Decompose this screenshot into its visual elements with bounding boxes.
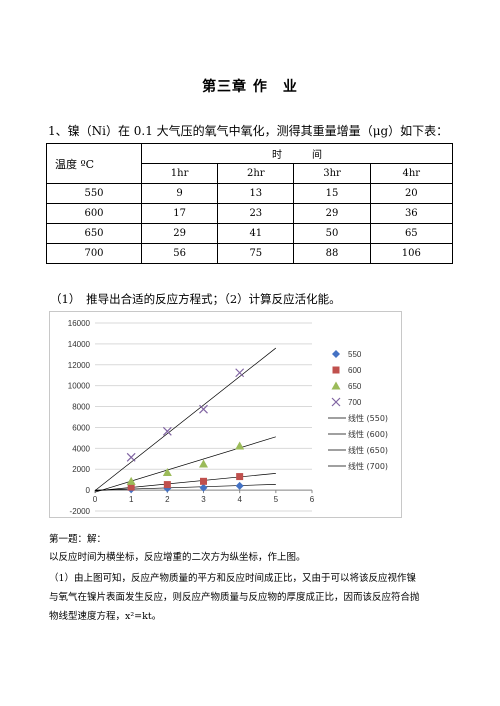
data-point (199, 404, 208, 414)
legend-marker (332, 350, 340, 358)
x-tick-label: 6 (310, 495, 315, 504)
data-point (199, 483, 208, 492)
value-cell: 75 (217, 243, 295, 264)
y-tick-label: 0 (86, 486, 91, 495)
x-tick-label: 0 (93, 495, 98, 504)
legend-label: 700 (348, 398, 362, 407)
x-tick-label: 2 (165, 495, 170, 504)
value-cell: 56 (140, 243, 219, 264)
data-point (235, 368, 245, 378)
temperature-header: 温度 ºC (46, 143, 142, 184)
data-point (199, 459, 208, 468)
value-cell: 88 (293, 243, 371, 264)
column-header: 4hr (369, 163, 454, 184)
temp-cell: 650 (46, 223, 142, 244)
trendline (94, 473, 276, 492)
value-cell: 50 (293, 223, 371, 244)
data-point (126, 476, 136, 485)
x-tick-label: 5 (274, 495, 279, 504)
legend-label: 650 (348, 382, 362, 391)
data-point (163, 481, 171, 489)
legend-marker (331, 381, 341, 390)
legend-label: 550 (348, 350, 362, 359)
data-point (236, 473, 244, 481)
x-tick-label: 4 (237, 495, 242, 504)
column-header: 1hr (140, 163, 219, 184)
value-cell: 15 (293, 183, 371, 204)
value-cell: 13 (217, 183, 295, 204)
chart-area: -2000 0 2000 4000 6000 8000 10000 12000 14000 160… (49, 311, 402, 518)
legend-marker (331, 397, 341, 407)
data-point (162, 426, 172, 436)
legend-label: 线性 (550) (348, 413, 388, 423)
legend-label: 线性 (600) (348, 429, 388, 439)
trendline (94, 484, 276, 491)
y-tick-label: 14000 (68, 340, 91, 349)
answer-line: （1）由上图可知，反应产物质量的平方和反应时间成正比，又由于可以将该反应视作镍 (49, 573, 417, 584)
table-header-row: 温度 ºC 时 间 (46, 143, 453, 184)
sub-question-text: （1） 推导出合适的反应方程式；（2）计算反应活化能。 (50, 292, 341, 306)
data-point (235, 481, 244, 490)
y-tick-label: 4000 (72, 444, 90, 453)
data-point (200, 477, 207, 485)
data-point (235, 441, 245, 450)
table-subheader-row: 1hr 2hr 3hr 4hr (47, 163, 454, 184)
y-tick-label: 6000 (72, 423, 90, 432)
y-tick-label: -2000 (70, 507, 91, 516)
column-header: 2hr (217, 163, 295, 184)
y-tick-label: 8000 (72, 403, 90, 412)
legend-label: 线性 (700) (348, 461, 388, 471)
question-1-text: 1、镍（Ni）在 0.1 大气压的氧气中氧化，测得其重量增量（μg）如下表： (48, 124, 449, 138)
value-cell: 36 (369, 203, 454, 224)
scatter-chart: -200002000400060008000100001200014000160… (68, 319, 388, 516)
y-tick-label: 10000 (68, 382, 91, 391)
temp-cell: 700 (46, 243, 142, 264)
x-tick-label: 3 (201, 495, 206, 504)
y-tick-label: 2000 (72, 465, 90, 474)
temp-cell: 550 (46, 183, 142, 204)
y-tick-label: 16000 (68, 319, 91, 328)
value-cell: 23 (217, 203, 295, 224)
value-cell: 29 (293, 203, 371, 224)
value-cell: 20 (369, 183, 454, 204)
data-point (162, 468, 172, 477)
answer-heading: 第一题：解： (49, 534, 107, 545)
column-header: 3hr (293, 163, 371, 184)
value-cell: 106 (369, 243, 454, 264)
value-cell: 9 (140, 183, 219, 204)
table-row: 550 9 13 15 20 (46, 183, 454, 204)
table-row: 650 29 41 50 65 (46, 223, 454, 244)
value-cell: 65 (369, 223, 454, 244)
data-point (127, 483, 135, 491)
legend-label: 线性 (650) (348, 445, 388, 455)
table-row: 700 56 75 88 106 (46, 243, 454, 264)
table-row: 600 17 23 29 36 (46, 203, 454, 224)
y-tick-label: 12000 (68, 361, 91, 370)
page-title: 第三章 作 业 (202, 79, 298, 95)
data-table: 温度 ºC 时 间 1hr 2hr 3hr 4hr 550 9 13 15 20… (46, 143, 454, 264)
trendline (94, 436, 276, 493)
value-cell: 41 (217, 223, 295, 244)
trendline (94, 347, 277, 491)
value-cell: 17 (140, 203, 219, 224)
value-cell: 29 (140, 223, 219, 244)
time-header: 时 间 (141, 143, 453, 164)
x-tick-label: 1 (129, 495, 134, 504)
answer-line: 以反应时间为横坐标，反应增重的二次方为纵坐标，作上图。 (49, 552, 306, 563)
legend-label: 600 (348, 366, 362, 375)
temp-cell: 600 (46, 203, 142, 224)
answer-line: 与氧气在镍片表面发生反应，则反应产物质量与反应物的厚度成正比，因而该反应符合抛 (49, 592, 420, 603)
legend-marker (332, 366, 340, 374)
data-point (126, 452, 136, 462)
answer-line: 物线型速度方程，x²=kt。 (49, 611, 162, 622)
